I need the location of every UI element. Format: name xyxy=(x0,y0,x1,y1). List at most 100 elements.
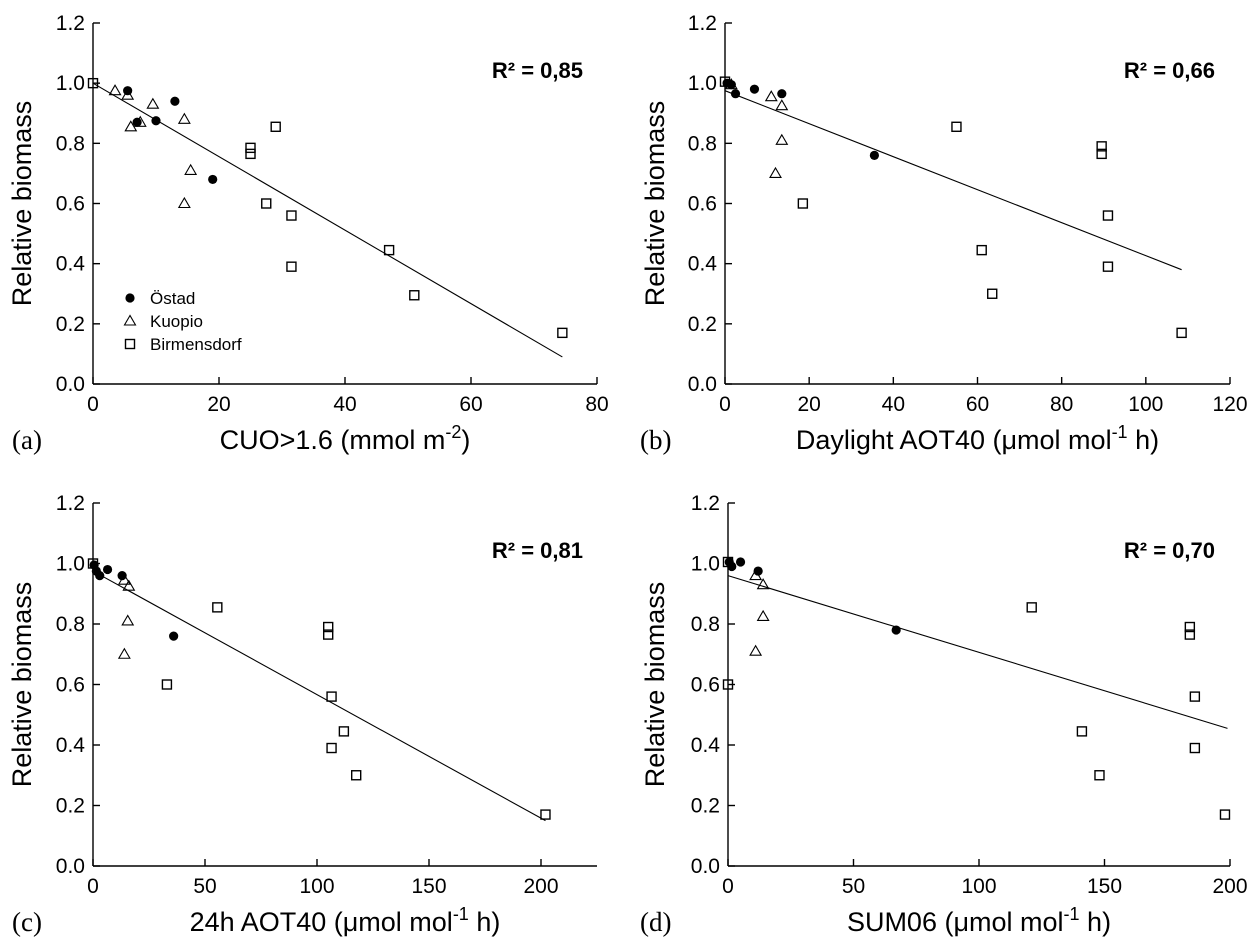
y-tick-label: 0.8 xyxy=(56,613,85,636)
x-tick-label: 150 xyxy=(1087,875,1122,898)
series-square xyxy=(719,76,1187,339)
data-point xyxy=(161,679,173,690)
data-point xyxy=(146,97,160,109)
data-point xyxy=(208,174,218,185)
data-point xyxy=(1094,770,1105,781)
data-point xyxy=(775,133,789,145)
data-point xyxy=(730,89,741,99)
y-tick-label: 0.4 xyxy=(56,253,86,276)
series-dot xyxy=(724,557,901,635)
x-tick-label: 200 xyxy=(1212,875,1247,898)
chart-panel-b: 0.0 0.2 0.4 0.6 0.8 1.0 1.2 0 20 40 60 80 100 120 Rela… xyxy=(640,12,1248,455)
y-tick-label: 0.8 xyxy=(688,132,717,155)
data-point xyxy=(869,150,879,160)
series-square xyxy=(87,77,568,339)
data-point xyxy=(749,84,760,94)
series-triangle xyxy=(108,84,198,209)
data-point xyxy=(184,163,198,175)
series-dot xyxy=(123,86,218,185)
data-point xyxy=(133,115,147,127)
data-point xyxy=(724,78,738,90)
data-point xyxy=(1219,809,1231,820)
legend-label: Kuopio xyxy=(150,312,203,331)
data-point xyxy=(117,573,131,585)
regression-line xyxy=(92,570,546,822)
data-point xyxy=(756,578,770,590)
y-axis-label: Relative biomass xyxy=(640,582,670,788)
data-point xyxy=(102,564,113,575)
data-point xyxy=(722,679,734,690)
data-point xyxy=(1184,629,1196,640)
y-tick-label: 0.0 xyxy=(56,373,85,396)
y-tick-label: 1.0 xyxy=(688,72,717,95)
data-point xyxy=(749,569,763,581)
x-tick-label: 0 xyxy=(87,393,99,416)
data-point xyxy=(1189,742,1201,754)
x-tick-label: 40 xyxy=(882,393,905,416)
x-tick-label: 50 xyxy=(193,875,216,898)
data-point xyxy=(151,116,161,126)
y-tick-label: 1.2 xyxy=(56,492,85,515)
data-point xyxy=(1076,726,1088,737)
y-tick-label: 1.2 xyxy=(691,492,720,515)
panel-letter: (c) xyxy=(12,907,42,937)
y-tick-label: 0.4 xyxy=(688,253,718,276)
x-tick-label: 40 xyxy=(333,393,356,416)
y-tick-label: 0.0 xyxy=(691,855,720,878)
data-point xyxy=(540,809,551,820)
data-point xyxy=(753,566,763,576)
data-point xyxy=(557,327,568,339)
r-squared-label: R² = 0,81 xyxy=(492,538,583,563)
data-point xyxy=(95,571,105,581)
panel-letter: (a) xyxy=(12,425,42,455)
data-point xyxy=(117,647,131,659)
data-point xyxy=(987,288,998,299)
chart-panel-c: 0.0 0.2 0.4 0.6 0.8 1.0 1.2 0 50 100 150 200 Relativ… xyxy=(7,492,597,937)
y-tick-label: 1.0 xyxy=(691,553,720,576)
triangle-icon xyxy=(123,314,137,326)
legend: Östad Kuopio Birmensdorf xyxy=(123,289,242,354)
x-tick-label: 100 xyxy=(1128,393,1163,416)
data-point xyxy=(764,90,778,102)
x-tick-label: 50 xyxy=(842,875,865,898)
dot-icon xyxy=(125,293,135,303)
x-tick-label: 0 xyxy=(722,875,734,898)
series-square xyxy=(722,556,1231,820)
x-tick-label: 60 xyxy=(459,393,482,416)
x-tick-label: 80 xyxy=(1050,393,1073,416)
y-tick-label: 0.6 xyxy=(691,674,720,697)
series-dot xyxy=(89,560,179,641)
data-point xyxy=(951,121,962,132)
x-tick-label: 200 xyxy=(523,875,558,898)
y-tick-label: 0.2 xyxy=(56,795,85,818)
series-triangle xyxy=(749,569,770,656)
data-point xyxy=(891,625,901,635)
y-axis-label: Relative biomass xyxy=(7,582,37,788)
data-point xyxy=(245,142,256,154)
y-tick-label: 1.2 xyxy=(56,12,85,35)
y-tick-label: 0.2 xyxy=(56,313,85,336)
legend-label: Birmensdorf xyxy=(150,335,242,354)
x-tick-label: 100 xyxy=(961,875,996,898)
y-tick-label: 0.4 xyxy=(56,734,86,757)
x-axis-label: 24h AOT40 (μmol mol-1 h) xyxy=(190,904,501,937)
data-point xyxy=(976,244,987,256)
data-point xyxy=(286,210,297,221)
regression-line xyxy=(92,82,563,358)
regression-line xyxy=(724,90,1182,271)
y-tick-label: 0.0 xyxy=(56,855,85,878)
data-point xyxy=(270,121,281,132)
x-tick-label: 100 xyxy=(299,875,334,898)
data-point xyxy=(121,614,135,626)
x-tick-label: 150 xyxy=(411,875,446,898)
x-axis-label: CUO>1.6 (mmol m-2) xyxy=(220,422,471,455)
x-tick-label: 60 xyxy=(966,393,989,416)
data-point xyxy=(797,198,809,209)
data-point xyxy=(323,621,334,633)
square-icon xyxy=(124,338,136,350)
y-tick-label: 0.8 xyxy=(56,132,85,155)
data-point xyxy=(383,244,395,256)
x-tick-label: 20 xyxy=(207,393,230,416)
data-point xyxy=(351,770,362,781)
